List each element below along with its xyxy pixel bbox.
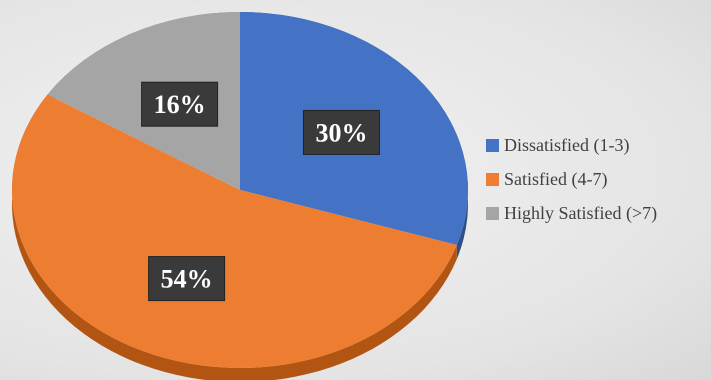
legend-label-satisfied: Satisfied (4-7) [504,168,608,189]
legend-swatch-dissatisfied [486,138,499,152]
data-label-text-satisfied: 54% [161,265,213,294]
pie-slices [11,12,469,368]
data-label-text-highly-satisfied: 16% [154,90,206,119]
data-label-box-satisfied [148,256,226,302]
pie-data-labels: 30% 54% 16% [141,81,380,302]
data-label-box-dissatisfied [302,109,380,155]
legend-swatch-highly-satisfied [486,206,499,220]
legend-item-satisfied: Satisfied (4-7) [486,162,657,196]
pie-slice-satisfied [11,94,457,368]
legend-label-highly-satisfied: Highly Satisfied (>7) [504,202,658,223]
legend-item-highly-satisfied: Highly Satisfied (>7) [486,196,657,230]
legend-label-dissatisfied: Dissatisfied (1-3) [504,134,630,155]
legend-swatch-satisfied [486,172,499,186]
legend-item-dissatisfied: Dissatisfied (1-3) [486,128,657,162]
data-label-box-highly-satisfied [141,81,219,127]
data-label-highly-satisfied: 16% [141,81,219,127]
legend: Dissatisfied (1-3) Satisfied (4-7) Highl… [486,128,657,230]
data-label-text-dissatisfied: 30% [315,118,367,147]
data-label-satisfied: 54% [148,256,226,302]
data-label-dissatisfied: 30% [302,109,380,155]
